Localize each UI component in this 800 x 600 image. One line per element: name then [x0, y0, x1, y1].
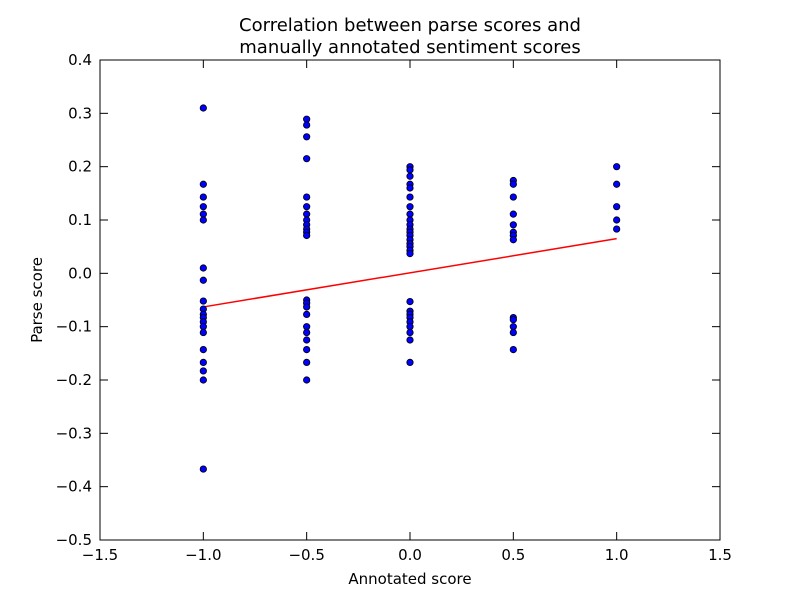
x-tick-label: 1.5 — [708, 546, 732, 564]
data-point — [509, 180, 517, 188]
data-point — [199, 465, 207, 473]
data-points-layer — [199, 104, 621, 473]
data-point — [406, 184, 414, 192]
data-point — [406, 172, 414, 180]
y-tick-label: 0.4 — [68, 51, 92, 69]
x-tick-label: −1.0 — [185, 546, 221, 564]
data-point — [199, 276, 207, 284]
y-tick-label: −0.5 — [56, 531, 92, 549]
chart-title-line-1: Correlation between parse scores and — [239, 15, 581, 36]
y-tick-label: 0.0 — [68, 264, 92, 282]
data-point — [406, 166, 414, 174]
y-tick-label: 0.2 — [68, 158, 92, 176]
y-tick-label: −0.3 — [56, 424, 92, 442]
x-tick-label: 0.0 — [398, 546, 422, 564]
data-point — [303, 323, 311, 331]
data-point — [613, 203, 621, 211]
data-point — [509, 210, 517, 218]
data-point — [303, 115, 311, 123]
data-point — [199, 345, 207, 354]
data-point — [303, 336, 311, 344]
data-point — [303, 210, 311, 218]
y-tick-label: −0.4 — [56, 478, 92, 496]
axis-ticks-layer: −1.5 −1.0 −0.5 0.0 0.5 1.0 1.5 −0.5 −0.4 −0.3 −0.2… — [56, 51, 732, 564]
data-point — [303, 328, 311, 337]
data-point — [406, 358, 414, 366]
data-point — [509, 345, 517, 354]
data-point — [199, 104, 207, 112]
data-point — [509, 328, 517, 337]
data-point — [199, 328, 207, 337]
data-point — [509, 236, 517, 244]
y-tick-label: −0.2 — [56, 371, 92, 389]
data-point — [406, 203, 414, 211]
data-point — [406, 323, 414, 331]
data-point — [509, 323, 517, 331]
data-point — [303, 203, 311, 211]
data-point — [613, 163, 621, 171]
data-point — [199, 193, 207, 201]
y-axis-label: Parse score — [28, 257, 46, 343]
data-point — [303, 231, 311, 240]
data-point — [303, 303, 311, 311]
data-point — [199, 358, 207, 366]
data-point — [199, 210, 207, 218]
data-point — [406, 193, 414, 201]
data-point — [199, 297, 207, 305]
data-point — [303, 345, 311, 354]
x-tick-label: −0.5 — [288, 546, 324, 564]
x-tick-label: −1.5 — [82, 546, 118, 564]
data-point — [199, 216, 207, 224]
data-point — [303, 133, 311, 141]
data-point — [199, 376, 207, 384]
data-point — [509, 221, 517, 229]
chart-title-line-2: manually annotated sentiment scores — [239, 37, 580, 58]
data-point — [303, 193, 311, 201]
data-point — [613, 225, 621, 233]
y-tick-label: −0.1 — [56, 318, 92, 336]
data-point — [303, 358, 311, 366]
data-point — [303, 376, 311, 384]
data-point — [199, 264, 207, 272]
x-tick-label: 1.0 — [605, 546, 629, 564]
y-tick-label: 0.3 — [68, 104, 92, 122]
regression-line — [203, 237, 617, 308]
regression-line-layer — [203, 237, 617, 308]
y-tick-label: 0.1 — [68, 211, 92, 229]
data-point — [406, 210, 414, 218]
data-point — [199, 323, 207, 331]
data-point — [303, 310, 311, 318]
data-point — [199, 180, 207, 188]
data-point — [406, 250, 414, 258]
data-point — [613, 216, 621, 224]
data-point — [406, 328, 414, 337]
data-point — [303, 155, 311, 163]
x-axis-label: Annotated score — [348, 570, 471, 588]
data-point — [509, 316, 517, 324]
data-point — [406, 336, 414, 344]
data-point — [406, 297, 414, 306]
data-point — [199, 367, 207, 375]
data-point — [509, 193, 517, 201]
x-tick-label: 0.5 — [501, 546, 525, 564]
data-point — [199, 203, 207, 211]
data-point — [303, 121, 311, 129]
data-point — [613, 180, 621, 188]
